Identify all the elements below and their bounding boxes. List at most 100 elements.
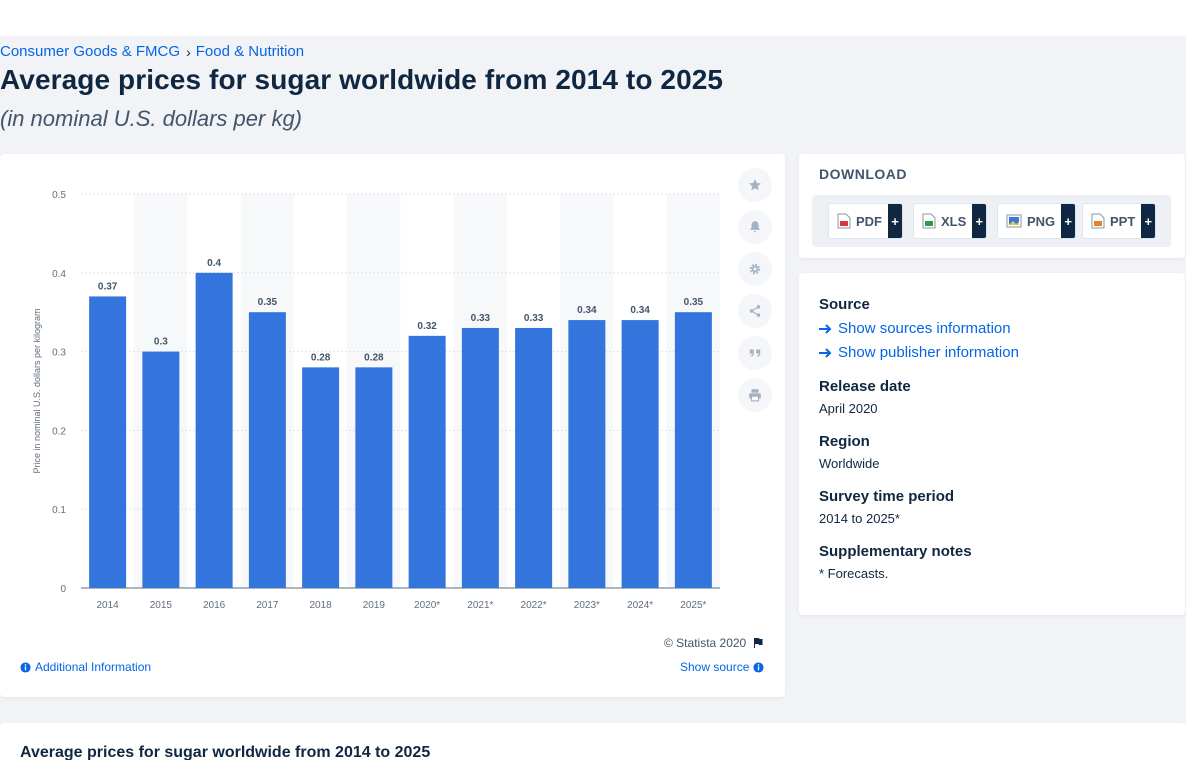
download-png-button[interactable]: PNG + (997, 203, 1077, 239)
y-tick-label: 0.5 (52, 190, 66, 201)
info-icon (753, 661, 764, 673)
x-tick-label: 2015 (150, 600, 173, 611)
favorite-button[interactable] (738, 168, 772, 202)
description-card: Average prices for sugar worldwide from … (0, 723, 1186, 760)
download-xls-label: XLS (941, 213, 967, 229)
x-tick-label: 2025* (680, 600, 706, 611)
bar (568, 320, 606, 588)
bell-icon (750, 221, 760, 233)
data-label: 0.34 (630, 305, 650, 316)
survey-period-value: 2014 to 2025* (819, 511, 900, 526)
download-heading: DOWNLOAD (819, 166, 907, 182)
quote-icon (749, 349, 761, 357)
show-sources-link[interactable]: Show sources information (819, 320, 1011, 337)
additional-information-link[interactable]: Additional Information (20, 660, 151, 674)
y-axis-title: Price in nominal U.S. dollars per kilogr… (32, 308, 42, 473)
y-tick-label: 0 (60, 584, 66, 595)
download-png-plus: + (1061, 204, 1076, 238)
bar (89, 296, 127, 588)
top-bar (0, 0, 1186, 36)
show-source-link[interactable]: Show source (680, 660, 764, 674)
release-date-value: April 2020 (819, 401, 878, 416)
chart-card: 0 0.1 0.2 0.3 0.4 0.5 0.37 2014 0.3 2015 0.4 2016 0.… (0, 154, 785, 697)
y-tick-label: 0.1 (52, 505, 66, 516)
additional-information-label: Additional Information (35, 660, 152, 674)
arrow-right-icon (819, 323, 832, 334)
data-label: 0.4 (207, 258, 221, 269)
notify-button[interactable] (738, 210, 772, 244)
bar (248, 312, 286, 588)
bar (302, 367, 340, 588)
arrow-right-icon (819, 347, 832, 358)
source-heading: Source (819, 296, 870, 313)
bar (621, 320, 659, 588)
data-label: 0.33 (471, 313, 491, 324)
xls-file-icon (922, 213, 936, 229)
breadcrumb-consumer-goods[interactable]: Consumer Goods & FMCG (0, 43, 181, 60)
x-tick-label: 2019 (363, 600, 386, 611)
download-xls-plus: + (972, 204, 987, 238)
data-label: 0.33 (524, 313, 544, 324)
breadcrumb-food-nutrition[interactable]: Food & Nutrition (195, 43, 305, 60)
print-button[interactable] (738, 378, 772, 412)
download-ppt-plus: + (1141, 204, 1156, 238)
download-xls-button[interactable]: XLS + (913, 203, 988, 239)
download-panel: DOWNLOAD PDF + XLS + PNG + PPT + (799, 154, 1185, 258)
copyright-text: © Statista 2020 (664, 636, 747, 650)
bar (195, 272, 233, 588)
flag-icon[interactable] (752, 637, 764, 649)
show-sources-label: Show sources information (838, 320, 1011, 337)
x-tick-label: 2023* (574, 600, 600, 611)
description-title: Average prices for sugar worldwide from … (20, 744, 431, 760)
release-date-heading: Release date (819, 378, 911, 395)
pdf-file-icon (837, 213, 851, 229)
bar (461, 327, 499, 588)
bar (355, 367, 393, 588)
show-publisher-label: Show publisher information (838, 344, 1019, 361)
y-tick-label: 0.4 (52, 269, 66, 280)
show-publisher-link[interactable]: Show publisher information (819, 344, 1019, 361)
data-label: 0.35 (684, 297, 704, 308)
star-icon (749, 179, 761, 191)
bar (674, 312, 712, 588)
data-label: 0.32 (417, 321, 437, 332)
x-tick-label: 2018 (310, 600, 333, 611)
chart-toolbar (738, 168, 772, 420)
survey-period-heading: Survey time period (819, 488, 955, 505)
supplementary-notes-heading: Supplementary notes (819, 543, 972, 560)
data-label: 0.28 (311, 352, 331, 363)
ppt-file-icon (1091, 213, 1105, 229)
y-tick-label: 0.2 (52, 426, 66, 437)
download-ppt-label: PPT (1110, 213, 1136, 229)
region-heading: Region (819, 433, 870, 450)
copyright-notice: © Statista 2020 (664, 636, 764, 650)
data-label: 0.3 (154, 337, 168, 348)
x-tick-label: 2021* (467, 600, 493, 611)
region-value: Worldwide (819, 456, 880, 471)
x-tick-label: 2020* (414, 600, 440, 611)
download-buttons: PDF + XLS + PNG + PPT + (812, 195, 1171, 247)
x-tick-label: 2016 (203, 600, 226, 611)
bar (142, 351, 180, 588)
download-ppt-button[interactable]: PPT + (1082, 203, 1157, 239)
page-title: Average prices for sugar worldwide from … (0, 64, 724, 95)
cite-button[interactable] (738, 336, 772, 370)
share-button[interactable] (738, 294, 772, 328)
info-icon (20, 661, 31, 673)
download-pdf-plus: + (888, 204, 902, 238)
download-pdf-button[interactable]: PDF + (828, 203, 903, 239)
page-subtitle: (in nominal U.S. dollars per kg) (0, 106, 303, 131)
settings-button[interactable] (738, 252, 772, 286)
bar-chart: 0 0.1 0.2 0.3 0.4 0.5 0.37 2014 0.3 2015 0.4 2016 0.… (32, 190, 720, 611)
show-source-label: Show source (680, 660, 750, 674)
x-tick-label: 2024* (627, 600, 653, 611)
gear-icon (749, 263, 761, 275)
bar (408, 335, 446, 588)
x-tick-label: 2017 (256, 600, 279, 611)
print-icon (749, 389, 761, 402)
x-tick-label: 2022* (521, 600, 547, 611)
png-file-icon (1006, 214, 1022, 228)
supplementary-notes-value: * Forecasts. (819, 566, 889, 581)
download-png-label: PNG (1027, 213, 1056, 229)
download-pdf-label: PDF (856, 213, 882, 229)
